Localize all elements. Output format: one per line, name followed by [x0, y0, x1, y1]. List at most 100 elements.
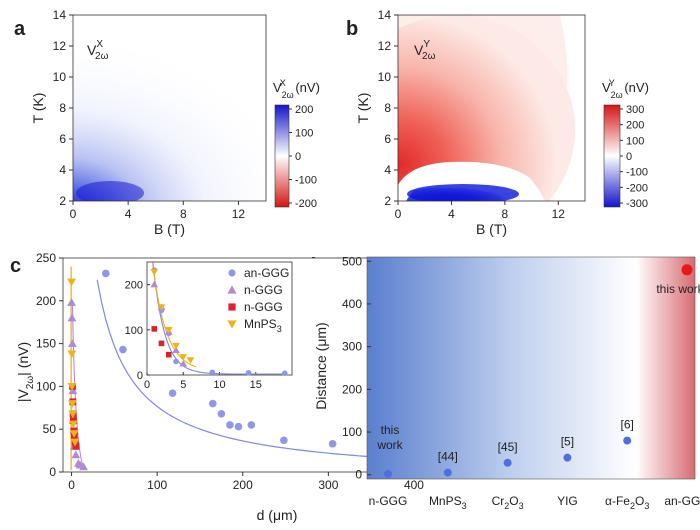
inset-y-tick-label: 100 — [125, 325, 143, 337]
y-tick-label: 500 — [342, 254, 362, 268]
y-tick-label: 100 — [36, 379, 56, 393]
colorbar-a — [274, 104, 290, 208]
inset-data-point-n-GGG — [150, 280, 159, 288]
y-tick-label: 4 — [59, 163, 66, 177]
y-tick-label: 14 — [378, 8, 392, 22]
y-tick-label: 200 — [342, 382, 362, 396]
data-point-an-GGG — [681, 264, 693, 276]
colorbar-b — [603, 104, 621, 208]
y-tick-label: 8 — [384, 101, 391, 115]
inset-data-point-MnPS3 — [157, 304, 166, 311]
x-tick-label: 12 — [232, 207, 246, 221]
data-point-YIG — [563, 453, 572, 462]
data-point-an-GGG — [102, 269, 110, 278]
inset-data-point-n-GGG — [172, 346, 180, 353]
y-tick-label: 10 — [378, 70, 392, 84]
x-axis-label: B (T) — [476, 221, 507, 237]
data-point-MnPS3 — [68, 400, 77, 408]
data-point-MnPS3 — [67, 278, 76, 287]
data-points-c — [67, 269, 487, 471]
y-tick-label: 12 — [53, 39, 67, 53]
inset-axes: 0 5 10 15 0 100 200 — [125, 280, 262, 391]
inset-data-point-n-GGG — [151, 326, 158, 332]
legend-label: n-GGG — [244, 283, 283, 297]
data-point-MnPS3 — [69, 430, 79, 438]
category-label: MnPS3 — [429, 494, 467, 511]
colorbar-tick-label: 200 — [626, 120, 644, 132]
colorbar-tick-label: -300 — [626, 198, 648, 210]
colorbar-tick-label: -100 — [626, 167, 648, 179]
annotation-label: [6] — [621, 418, 634, 432]
inset-data-points — [150, 267, 288, 376]
x-tick-label: 400 — [404, 478, 424, 492]
y-tick-label: 0 — [49, 465, 56, 479]
x-tick-label: 0 — [68, 478, 75, 492]
data-point-n-GGG — [70, 417, 77, 425]
category-label: an-GGG — [664, 494, 700, 508]
colorbar-tick-label: 100 — [295, 128, 313, 140]
inset-data-point-n-GGG — [165, 351, 172, 358]
data-point-an-GGG — [217, 409, 226, 418]
colorbar-tick-label: -100 — [295, 175, 317, 187]
data-point-MnPS3 — [67, 350, 77, 359]
data-point-α-Fe2O3 — [623, 436, 632, 445]
y-tick-label: 0 — [355, 468, 362, 482]
data-point-n-GGG — [67, 298, 76, 306]
colorbar-tick-label: 0 — [295, 151, 301, 163]
x-tick-label: 0 — [70, 207, 77, 221]
inset-data-point-MnPS3 — [172, 342, 180, 350]
inset-data-point-an-GGG — [173, 358, 179, 365]
inset-y-tick-label: 0 — [137, 370, 143, 382]
y-tick-label: 4 — [384, 163, 391, 177]
y-tick-label: 8 — [59, 101, 66, 115]
category-label: Cr2O3 — [492, 494, 524, 511]
y-axis-label-d: Distance (μm) — [313, 322, 329, 409]
legend-label: n-GGG — [244, 300, 283, 314]
data-point-an-GGG — [328, 439, 337, 448]
category-label: YIG — [557, 494, 578, 508]
legend-marker — [227, 320, 237, 329]
data-point-Cr2O3 — [503, 458, 512, 467]
colorbar-tick-label: -200 — [295, 198, 317, 210]
y-tick-label: 12 — [378, 39, 392, 53]
panel-label-c: c — [10, 255, 21, 277]
colorbar-tick-label: 100 — [626, 135, 644, 147]
y-tick-label: 200 — [36, 294, 56, 308]
data-point-n-GGG — [384, 469, 392, 478]
y-tick-label: 2 — [59, 194, 66, 208]
legend-marker — [228, 269, 236, 277]
x-tick-label: 8 — [502, 207, 509, 221]
x-axis-label-c: d (μm) — [257, 507, 298, 523]
category-label: α-Fe2O3 — [605, 494, 649, 511]
annotation-label: [44] — [438, 450, 458, 464]
data-point-n-GGG — [67, 313, 77, 322]
data-point-an-GGG — [119, 345, 127, 354]
data-point-n-GGG — [72, 442, 80, 450]
panel-label-a: a — [14, 18, 26, 40]
y-tick-label: 6 — [59, 132, 66, 146]
annotation-label: work — [376, 438, 403, 452]
inset-data-point-n-GGG — [179, 359, 188, 367]
x-tick-label: 8 — [180, 207, 187, 221]
data-point-MnPS3 — [70, 438, 80, 447]
y-tick-label: 400 — [342, 297, 362, 311]
y-tick-label: 14 — [53, 8, 67, 22]
legend-c: an-GGG n-GGG n-GGG MnPS3 — [227, 266, 289, 334]
inset-data-point-MnPS3 — [179, 354, 188, 361]
y-tick-label: 150 — [36, 337, 56, 351]
data-point-MnPS3 — [443, 468, 452, 477]
data-point-an-GGG — [226, 421, 234, 429]
title-a: VX 2ω — [87, 39, 109, 62]
inset-x-tick-label: 15 — [250, 379, 262, 391]
inset-x-tick-label: 5 — [180, 379, 186, 391]
category-labels-d: n-GGG MnPS3 Cr2O3 YIG α-Fe2O3 an-GGG — [369, 494, 700, 511]
data-point-an-GGG — [168, 389, 177, 398]
inset-x-tick-label: 10 — [213, 379, 225, 391]
data-point-an-GGG — [234, 422, 243, 431]
y-tick-label: 50 — [43, 422, 57, 436]
annotation-label: [45] — [498, 440, 518, 454]
inset-data-point-an-GGG — [281, 370, 288, 376]
legend-marker — [228, 303, 236, 311]
